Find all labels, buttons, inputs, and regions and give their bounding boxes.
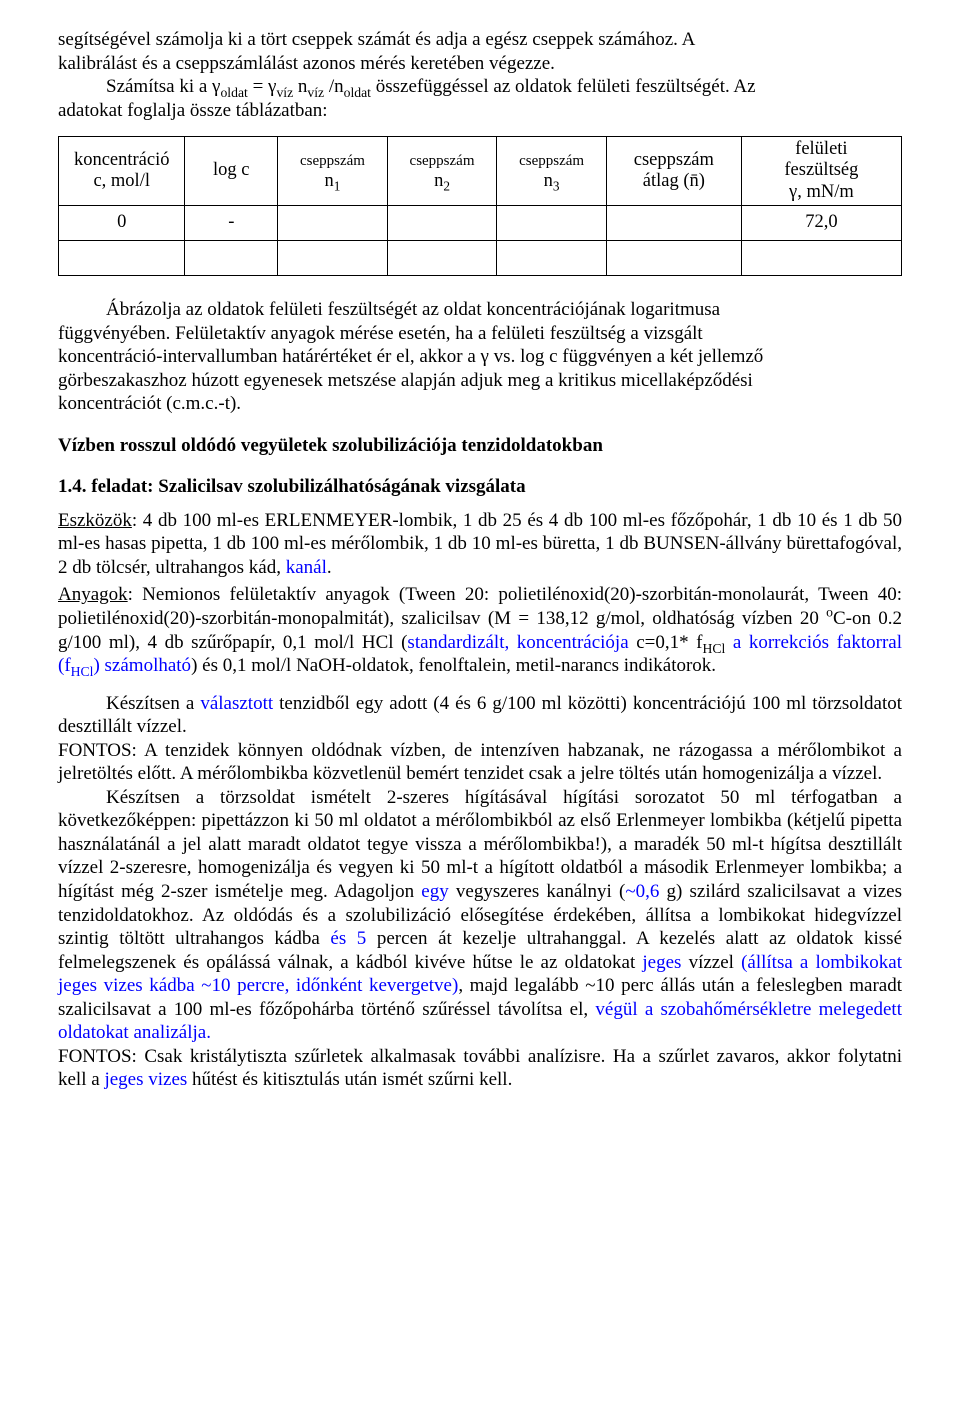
- th: γ, mN/m: [789, 182, 854, 202]
- keszitsen-paragraph: Készítsen a választott tenzidből egy ado…: [58, 692, 902, 739]
- text: c=0,1* f: [629, 632, 703, 653]
- sub: oldat: [344, 85, 371, 100]
- text: koncentráció-intervallumban határértéket…: [58, 346, 763, 367]
- cell: [497, 240, 607, 275]
- text: Számítsa ki a γ: [106, 76, 220, 97]
- sub: HCl: [702, 640, 725, 655]
- important-note-1: FONTOS: A tenzidek könnyen oldódnak vízb…: [58, 739, 902, 786]
- cell: [185, 240, 278, 275]
- text-blue: jeges vizes: [104, 1069, 187, 1090]
- procedure-paragraph: Készítsen a törzsoldat ismételt 2-szeres…: [58, 786, 902, 1045]
- abrazolja-paragraph: Ábrázolja az oldatok felületi feszültség…: [58, 298, 902, 416]
- section-heading-task: 1.4. feladat: Szalicilsav szolubilizálha…: [58, 475, 902, 499]
- text-blue: választott: [200, 693, 273, 714]
- cell: [606, 205, 741, 240]
- text: /n: [324, 76, 344, 97]
- text: segítségével számolja ki a tört cseppek …: [58, 29, 695, 50]
- cell: [59, 240, 185, 275]
- text: .: [327, 557, 332, 578]
- cell: [741, 240, 901, 275]
- text: összefüggéssel az oldatok felületi feszü…: [371, 76, 756, 97]
- cell: [278, 240, 388, 275]
- text-blue: standardizált, koncentrációja: [407, 632, 628, 653]
- materials-paragraph: Anyagok: Nemionos felületaktív anyagok (…: [58, 583, 902, 677]
- th: feszültség: [784, 160, 858, 180]
- label-tools: Eszközök: [58, 510, 132, 531]
- text: : Nemionos felületaktív anyagok (Tween 2…: [58, 584, 902, 629]
- text-blue: végül a szobahőmérséklet: [595, 999, 796, 1020]
- sup: o: [826, 605, 833, 620]
- text: adatokat foglalja össze táblázatban:: [58, 100, 328, 121]
- intro-paragraph: segítségével számolja ki a tört cseppek …: [58, 28, 902, 122]
- text-blue: és 5: [330, 928, 366, 949]
- cell: [387, 240, 497, 275]
- th: c, mol/l: [93, 171, 150, 191]
- cell: [606, 240, 741, 275]
- sub: 3: [553, 179, 560, 194]
- sub: 1: [334, 179, 341, 194]
- th: n: [544, 171, 553, 191]
- th: cseppszám: [634, 150, 714, 170]
- text: FONTOS: A tenzidek könnyen oldódnak vízb…: [58, 740, 902, 785]
- section-heading-solubilization: Vízben rosszul oldódó vegyületek szolubi…: [58, 434, 902, 458]
- th: log c: [213, 160, 249, 180]
- text: = γ: [248, 76, 277, 97]
- tools-paragraph: Eszközök: 4 db 100 ml-es ERLENMEYER-lomb…: [58, 509, 902, 580]
- text: görbeszakaszhoz húzott egyenesek metszés…: [58, 370, 753, 391]
- text: vegyszeres kanálnyi (: [449, 881, 626, 902]
- important-note-2: FONTOS: Csak kristálytiszta szűrletek al…: [58, 1045, 902, 1092]
- sub: 2: [443, 179, 450, 194]
- text: kalibrálást és a cseppszámlálást azonos …: [58, 53, 555, 74]
- th: n: [324, 171, 333, 191]
- text: vízzel: [681, 952, 741, 973]
- th: n: [434, 171, 443, 191]
- text: Ábrázolja az oldatok felületi feszültség…: [106, 299, 720, 320]
- text: : 4 db 100 ml-es ERLENMEYER-lombik, 1 db…: [58, 510, 902, 578]
- text: függvényében. Felületaktív anyagok mérés…: [58, 323, 703, 344]
- th: átlag (n̄): [643, 171, 705, 191]
- text: n: [293, 76, 307, 97]
- sub: oldat: [220, 85, 247, 100]
- sub: víz: [276, 85, 293, 100]
- th: felületi: [795, 139, 847, 159]
- th: cseppszám: [519, 153, 584, 169]
- cell: [387, 205, 497, 240]
- th: koncentráció: [74, 150, 170, 170]
- cell: -: [185, 205, 278, 240]
- text-blue: ~0,6: [625, 881, 659, 902]
- text-blue: egy: [421, 881, 448, 902]
- text: hűtést és kitisztulás után ismét szűrni …: [187, 1069, 512, 1090]
- cell: 72,0: [741, 205, 901, 240]
- cell: [278, 205, 388, 240]
- sub: víz: [307, 85, 324, 100]
- text: koncentrációt (c.m.c.-t).: [58, 393, 241, 414]
- text: [725, 632, 733, 653]
- th: cseppszám: [300, 153, 365, 169]
- text: Készítsen a: [106, 693, 200, 714]
- cell: 0: [59, 205, 185, 240]
- data-table: koncentráció c, mol/l log c cseppszám n1…: [58, 136, 902, 276]
- th: cseppszám: [410, 153, 475, 169]
- text: ) és 0,1 mol/l NaOH-oldatok, fenolftalei…: [191, 655, 716, 676]
- sub: HCl: [71, 664, 94, 679]
- text-blue: jeges: [642, 952, 681, 973]
- cell: [497, 205, 607, 240]
- text-blue: ) számolható: [93, 655, 191, 676]
- text-blue: kanál: [286, 557, 327, 578]
- label-materials: Anyagok: [58, 584, 128, 605]
